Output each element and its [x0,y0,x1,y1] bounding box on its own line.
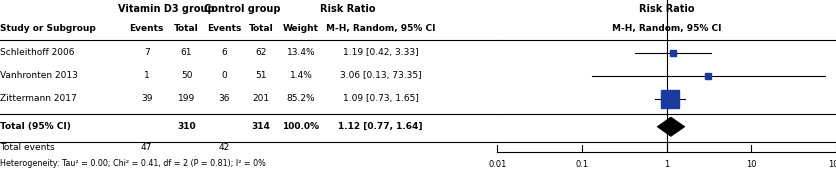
Text: 50: 50 [181,71,192,80]
Text: Total (95% CI): Total (95% CI) [0,122,71,131]
Text: Total: Total [249,24,273,33]
Text: 100.0%: 100.0% [283,122,319,131]
Polygon shape [657,117,685,136]
Text: 10: 10 [746,160,757,169]
Text: 47: 47 [141,143,152,152]
Text: Control group: Control group [204,4,281,14]
Text: Risk Ratio: Risk Ratio [320,4,376,14]
Text: 0: 0 [221,71,227,80]
Text: 314: 314 [252,122,271,131]
Text: 62: 62 [256,48,267,57]
Text: 1: 1 [664,160,670,169]
Text: 199: 199 [178,94,195,103]
Text: 7: 7 [144,48,150,57]
Text: Vanhronten 2013: Vanhronten 2013 [0,71,78,80]
Text: 51: 51 [255,71,267,80]
Text: 6: 6 [221,48,227,57]
Text: Total: Total [174,24,199,33]
Text: 0.1: 0.1 [575,160,589,169]
Text: Vitamin D3 group: Vitamin D3 group [119,4,215,14]
Text: Study or Subgroup: Study or Subgroup [0,24,96,33]
Text: 36: 36 [218,94,230,103]
Text: Events: Events [206,24,241,33]
Text: 85.2%: 85.2% [287,94,315,103]
Text: 1.19 [0.42, 3.33]: 1.19 [0.42, 3.33] [343,48,418,57]
Text: 1.12 [0.77, 1.64]: 1.12 [0.77, 1.64] [339,122,423,131]
Text: 42: 42 [218,143,229,152]
Text: 39: 39 [141,94,152,103]
Text: 0.01: 0.01 [488,160,507,169]
Text: 1: 1 [144,71,150,80]
Text: Risk Ratio: Risk Ratio [639,4,695,14]
Text: 61: 61 [181,48,192,57]
Text: 1.4%: 1.4% [289,71,313,80]
Text: 100: 100 [828,160,836,169]
Text: 310: 310 [177,122,196,131]
Text: 13.4%: 13.4% [287,48,315,57]
Text: 3.06 [0.13, 73.35]: 3.06 [0.13, 73.35] [339,71,421,80]
Text: Schleithoff 2006: Schleithoff 2006 [0,48,74,57]
Text: M-H, Random, 95% CI: M-H, Random, 95% CI [326,24,436,33]
Text: Heterogeneity: Tau² = 0.00; Chi² = 0.41, df = 2 (P = 0.81); I² = 0%: Heterogeneity: Tau² = 0.00; Chi² = 0.41,… [0,159,266,168]
Text: Events: Events [130,24,164,33]
Text: M-H, Random, 95% CI: M-H, Random, 95% CI [612,24,721,33]
Text: Total events: Total events [0,143,54,152]
Text: Zittermann 2017: Zittermann 2017 [0,94,77,103]
Text: Weight: Weight [283,24,319,33]
Text: 201: 201 [252,94,270,103]
Text: 1.09 [0.73, 1.65]: 1.09 [0.73, 1.65] [343,94,419,103]
